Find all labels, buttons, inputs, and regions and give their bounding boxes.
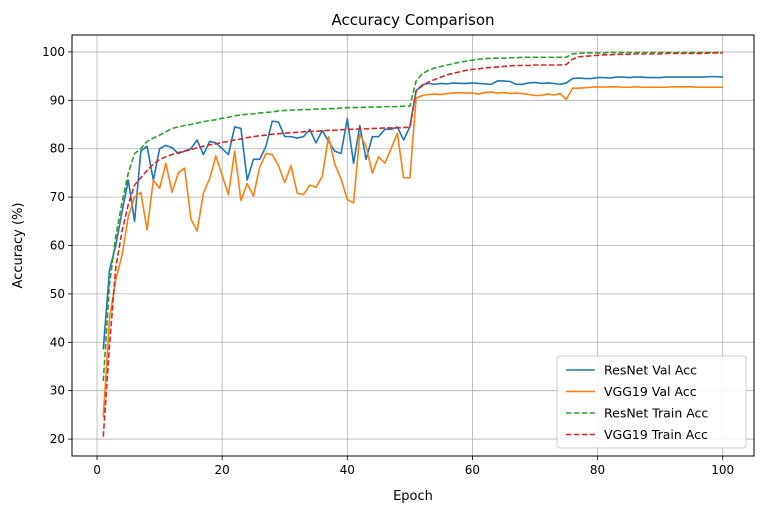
x-tick-label: 80 [590, 463, 605, 477]
legend-label: ResNet Train Acc [604, 406, 708, 421]
x-tick-label: 40 [340, 463, 355, 477]
series-line-2 [102, 85, 723, 418]
y-tick-label: 50 [50, 287, 65, 301]
y-tick-label: 90 [50, 93, 65, 107]
x-axis-label: Epoch [393, 489, 433, 504]
legend-label: VGG19 Val Acc [604, 384, 697, 399]
x-tick-label: 100 [711, 463, 734, 477]
legend: ResNet Val Acc VGG19 Val Acc ResNet Train … [556, 355, 747, 449]
legend-label: ResNet Val Acc [604, 363, 697, 378]
plot-series [102, 51, 723, 437]
legend-box [556, 355, 747, 449]
y-tick-label: 80 [50, 142, 65, 156]
y-tick-label: 70 [50, 190, 65, 204]
legend-label: VGG19 Train Acc [604, 427, 708, 442]
axis-ticks: 0 20 40 60 80 100 20 30 40 50 60 70 80 90 100 [42, 45, 734, 477]
y-tick-label: 40 [50, 335, 65, 349]
x-tick-label: 60 [465, 463, 480, 477]
grid [72, 35, 754, 456]
y-tick-label: 60 [50, 239, 65, 253]
series-line-3 [102, 51, 723, 382]
y-tick-label: 100 [42, 45, 65, 59]
chart-title: Accuracy Comparison [331, 11, 494, 29]
x-tick-label: 20 [215, 463, 230, 477]
series-line-4 [102, 52, 723, 437]
x-tick-label: 0 [93, 463, 101, 477]
y-tick-label: 30 [50, 384, 65, 398]
y-tick-label: 20 [50, 432, 65, 446]
y-axis-label: Accuracy (%) [11, 203, 26, 289]
